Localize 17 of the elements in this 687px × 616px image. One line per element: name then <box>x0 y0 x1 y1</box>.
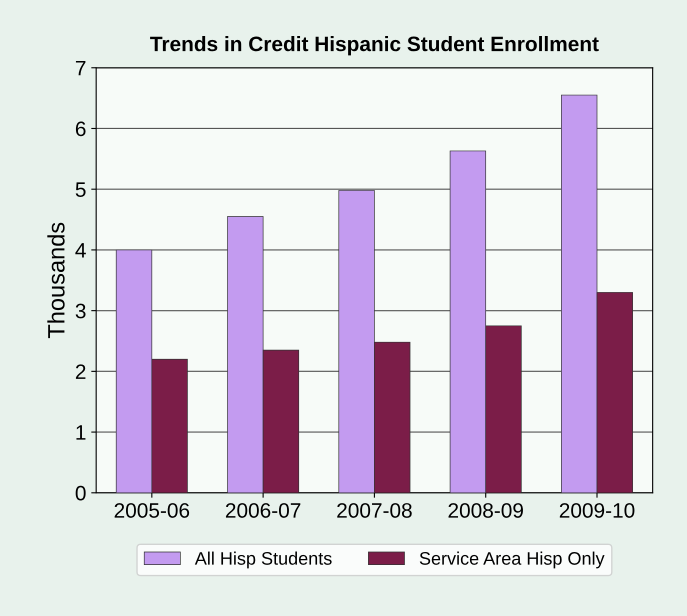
y-tick-label: 0 <box>76 486 86 501</box>
y-tick-label: 4 <box>75 243 86 258</box>
y-axis-title: Thousands <box>47 222 65 338</box>
y-tick-label: 5 <box>76 182 86 197</box>
legend-label: All Hisp Students <box>194 552 332 568</box>
y-tick-label: 3 <box>76 304 86 318</box>
y-tick-label: 7 <box>76 60 86 76</box>
y-tick-label: 6 <box>76 121 86 136</box>
y-tick-label: 2 <box>76 364 86 379</box>
x-tick-label: 2009-10 <box>560 503 634 518</box>
legend-label: Service Area Hisp Only <box>420 552 605 568</box>
y-tick-label: 1 <box>76 425 86 440</box>
x-tick-label: 2008-09 <box>448 503 523 518</box>
x-tick-label: 2006-07 <box>226 503 300 518</box>
x-tick-label: 2007-08 <box>337 503 412 518</box>
chart-title: Trends in Credit Hispanic Student Enrollment <box>150 36 599 56</box>
x-tick-label: 2005-06 <box>114 503 190 518</box>
